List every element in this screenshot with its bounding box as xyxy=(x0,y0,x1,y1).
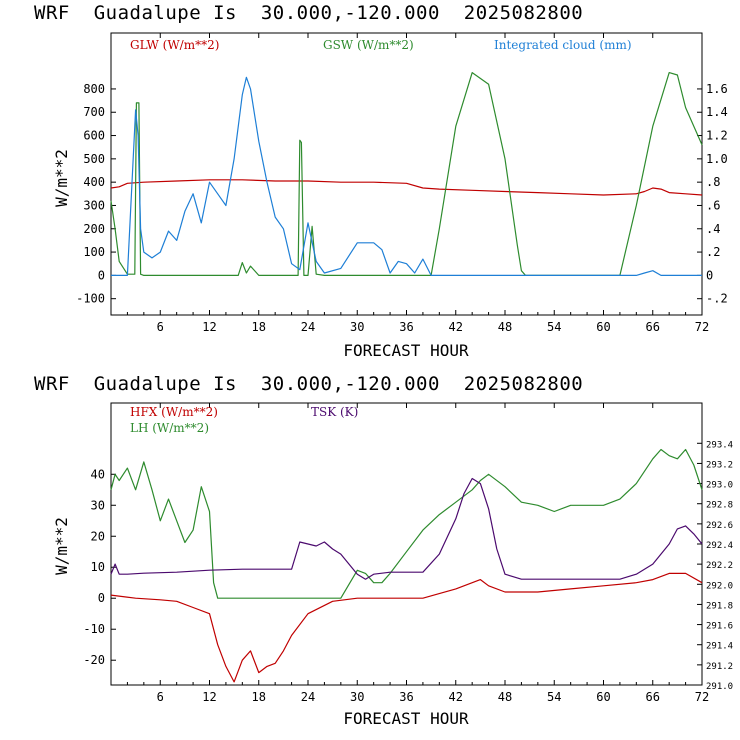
plot-frame xyxy=(110,402,703,686)
series-tsk-line xyxy=(110,477,703,580)
legend-cloud: Integrated cloud (mm) xyxy=(494,38,632,52)
y-tick-label: 200 xyxy=(83,222,105,236)
chart-panel-2: 6 12 18 24 30 36 42 48 54 60 66 72 -20 -10 0 10 20 30 40 29… xyxy=(52,402,733,728)
y-tick-label: 0 xyxy=(98,591,105,605)
x-axis-label: FORECAST HOUR xyxy=(343,341,469,360)
legend-gsw: GSW (W/m**2) xyxy=(323,38,414,52)
series-gsw-line xyxy=(110,71,703,276)
y2-tick-label: 1.4 xyxy=(706,105,728,119)
chart-title-1: WRF Guadalupe Is 30.000,-120.000 2025082… xyxy=(34,2,584,24)
x-tick-label: 60 xyxy=(596,320,610,334)
y2-tick-label: 292.4 xyxy=(706,541,733,551)
y2-tick-label: .4 xyxy=(706,222,720,236)
y2-tick-label: 292.2 xyxy=(706,561,733,571)
y-tick-label: 300 xyxy=(83,198,105,212)
x-tick-label: 54 xyxy=(547,320,561,334)
x-tick-label: 30 xyxy=(350,690,364,704)
y2-tick-label: .2 xyxy=(706,245,720,259)
y2-tick-label: 293.2 xyxy=(706,460,733,470)
x-tick-label: 36 xyxy=(399,690,413,704)
y-tick-label: 30 xyxy=(91,498,105,512)
y-tick-label: 400 xyxy=(83,175,105,189)
y2-tick-label: 291.2 xyxy=(706,662,733,672)
legend-tsk: TSK (K) xyxy=(311,405,358,419)
y-tick-label: 10 xyxy=(91,560,105,574)
x-tick-label: 12 xyxy=(202,320,216,334)
chart-title-2: WRF Guadalupe Is 30.000,-120.000 2025082… xyxy=(34,373,584,395)
series-lh-line xyxy=(110,448,703,599)
y2-tick-label: 292.0 xyxy=(706,581,733,591)
y-tick-label: -100 xyxy=(76,292,105,306)
legend-lh: LH (W/m**2) xyxy=(130,421,209,435)
x-tick-label: 24 xyxy=(301,320,315,334)
y2-tick-label: 291.0 xyxy=(706,682,733,692)
y2-tick-label: 1.2 xyxy=(706,129,728,143)
x-tick-label: 6 xyxy=(157,690,164,704)
plot-frame xyxy=(110,32,703,316)
x-tick-label: 66 xyxy=(646,690,660,704)
x-tick-label: 42 xyxy=(449,320,463,334)
series-integrated-line xyxy=(111,76,702,276)
y2-tick-label: 293.4 xyxy=(706,440,733,450)
series-hfx-line xyxy=(110,572,703,683)
x-tick-label: 24 xyxy=(301,690,315,704)
x-tick-label: 30 xyxy=(350,320,364,334)
y-tick-label: -10 xyxy=(83,622,105,636)
y-axis-label: W/m**2 xyxy=(52,149,71,207)
x-axis-label: FORECAST HOUR xyxy=(343,709,469,728)
x-tick-label: 60 xyxy=(596,690,610,704)
y2-tick-label: .8 xyxy=(706,175,720,189)
x-tick-label: 12 xyxy=(202,690,216,704)
y2-tick-label: 291.4 xyxy=(706,642,733,652)
x-tick-label: 36 xyxy=(399,320,413,334)
x-tick-label: 48 xyxy=(498,690,512,704)
y2-tick-label: -.2 xyxy=(706,292,728,306)
x-tick-label: 6 xyxy=(157,320,164,334)
x-tick-label: 42 xyxy=(449,690,463,704)
y2-tick-label: 291.8 xyxy=(706,601,733,611)
x-tick-label: 72 xyxy=(695,690,709,704)
y2-tick-label: .6 xyxy=(706,198,720,212)
x-tick-label: 18 xyxy=(252,690,266,704)
y-axis-label: W/m**2 xyxy=(52,517,71,575)
x-tick-label: 48 xyxy=(498,320,512,334)
legend-hfx: HFX (W/m**2) xyxy=(130,405,218,419)
y2-tick-label: 293.0 xyxy=(706,481,733,491)
y2-tick-label: 292.6 xyxy=(706,521,733,531)
y-tick-label: 800 xyxy=(83,82,105,96)
y-tick-label: 600 xyxy=(83,129,105,143)
y2-tick-label: 1.0 xyxy=(706,152,728,166)
x-tick-label: 18 xyxy=(252,320,266,334)
y2-tick-label: 1.6 xyxy=(706,82,728,96)
y2-tick-label: 291.6 xyxy=(706,622,733,632)
x-tick-label: 54 xyxy=(547,690,561,704)
y2-tick-label: 0 xyxy=(706,268,713,282)
x-tick-label: 66 xyxy=(646,320,660,334)
series-glw-line xyxy=(110,179,703,196)
y-tick-label: 100 xyxy=(83,245,105,259)
y-tick-label: 20 xyxy=(91,529,105,543)
y-tick-label: 40 xyxy=(91,467,105,481)
y2-tick-label: 292.8 xyxy=(706,501,733,511)
legend-glw: GLW (W/m**2) xyxy=(130,38,219,52)
y-tick-label: 0 xyxy=(98,268,105,282)
x-tick-label: 72 xyxy=(695,320,709,334)
y-tick-label: 500 xyxy=(83,152,105,166)
y-tick-label: -20 xyxy=(83,653,105,667)
y-tick-label: 700 xyxy=(83,105,105,119)
chart-panel-1: 6 12 18 24 30 36 42 48 54 60 66 72 -100 0 100 200 300 400… xyxy=(52,32,728,360)
